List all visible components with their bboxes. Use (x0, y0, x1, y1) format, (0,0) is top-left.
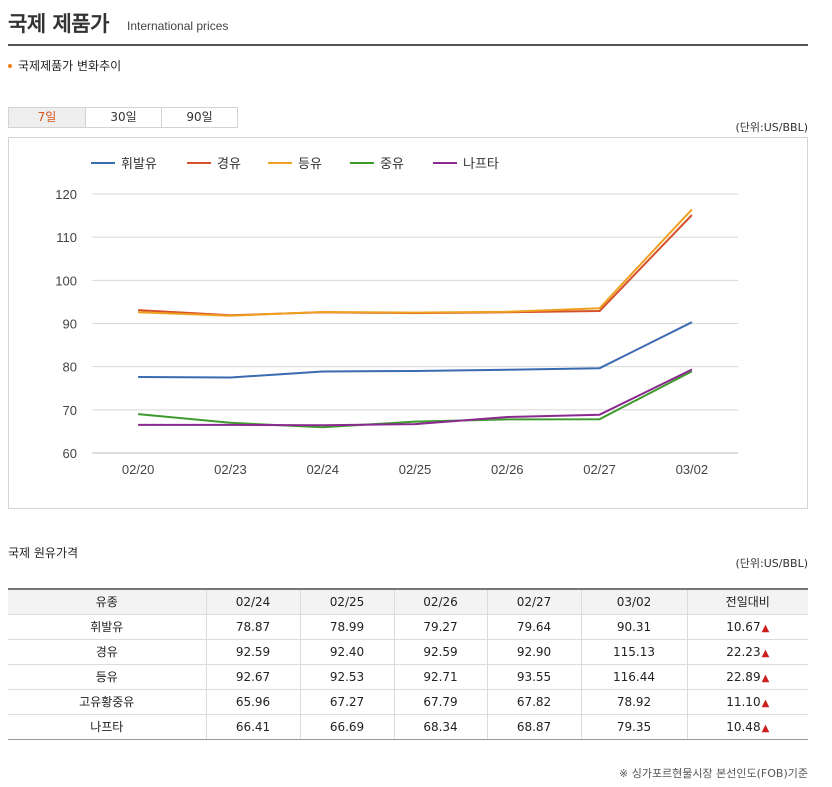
legend-label: 등유 (298, 157, 322, 172)
table-row: 고유황중유 65.96 67.27 67.79 67.82 78.92 11.1… (8, 689, 808, 715)
cell-price: 78.87 (205, 614, 300, 640)
series-line (138, 208, 693, 317)
table-row: 등유 92.67 92.53 92.71 93.55 116.44 22.89▲ (8, 664, 808, 690)
legend-label: 나프타 (463, 157, 499, 172)
series-line (138, 368, 693, 427)
up-arrow-icon: ▲ (761, 722, 770, 734)
cell-price: 65.96 (205, 689, 300, 715)
y-tick-label: 100 (55, 273, 77, 288)
cell-price: 78.92 (580, 689, 687, 715)
table-row: 나프타 66.41 66.69 68.34 68.87 79.35 10.48▲ (8, 714, 808, 740)
change-value: 11.10 (726, 694, 761, 709)
x-tick-label: 02/20 (122, 462, 155, 477)
cell-price: 92.67 (205, 664, 300, 690)
header-date: 02/27 (486, 588, 581, 615)
series-line (138, 321, 693, 379)
table-row: 휘발유 78.87 78.99 79.27 79.64 90.31 10.67▲ (8, 614, 808, 640)
legend-label: 중유 (380, 157, 404, 172)
y-tick-label: 70 (63, 403, 77, 418)
cell-price: 116.44 (580, 664, 687, 690)
table-unit-label: (단위:US/BBL) (735, 557, 809, 570)
change-value: 22.89 (726, 669, 761, 684)
cell-price: 92.59 (205, 639, 300, 665)
cell-change: 11.10▲ (686, 689, 808, 715)
period-tabs: 7일 30일 90일 (8, 107, 238, 128)
cell-price: 92.90 (486, 639, 581, 665)
header-date: 02/25 (299, 588, 394, 615)
cell-price: 67.79 (393, 689, 487, 715)
cell-price: 66.69 (299, 714, 394, 740)
up-arrow-icon: ▲ (761, 622, 770, 634)
row-oil-name: 휘발유 (8, 614, 206, 640)
page-title: 국제 제품가 (8, 12, 109, 36)
header-date: 02/24 (205, 588, 300, 615)
cell-price: 92.53 (299, 664, 394, 690)
crude-price-table: 유종 02/24 02/25 02/26 02/27 03/02 전일대비 휘발… (8, 588, 808, 740)
page-subtitle: International prices (127, 19, 229, 33)
chart-svg: 60 70 80 90 100 110 120 02/20 02/23 02/24 02/25 02/… (55, 157, 738, 477)
cell-change: 10.48▲ (686, 714, 808, 740)
x-tick-label: 02/26 (491, 462, 524, 477)
change-value: 10.48 (726, 719, 761, 734)
cell-price: 79.27 (393, 614, 487, 640)
cell-price: 68.34 (393, 714, 487, 740)
cell-price: 79.64 (486, 614, 581, 640)
y-tick-label: 80 (63, 360, 77, 375)
header-change: 전일대비 (686, 588, 808, 615)
cell-change: 10.67▲ (686, 614, 808, 640)
header-oil-type: 유종 (8, 588, 206, 615)
table-header-row: 유종 02/24 02/25 02/26 02/27 03/02 전일대비 (8, 588, 808, 615)
series-line (138, 370, 693, 429)
section-label: 국제제품가 변화추이 (8, 57, 121, 74)
y-tick-label: 60 (63, 446, 77, 461)
cell-price: 67.27 (299, 689, 394, 715)
legend-label: 경유 (217, 157, 241, 172)
x-tick-label: 02/23 (214, 462, 247, 477)
cell-price: 67.82 (486, 689, 581, 715)
header-date: 03/02 (580, 588, 687, 615)
price-trend-chart: 60 70 80 90 100 110 120 02/20 02/23 02/24 02/25 02/… (8, 137, 808, 509)
x-tick-label: 02/27 (583, 462, 616, 477)
table-row: 경유 92.59 92.40 92.59 92.90 115.13 22.23▲ (8, 639, 808, 665)
cell-price: 92.40 (299, 639, 394, 665)
x-tick-label: 02/24 (306, 462, 339, 477)
series-line (138, 214, 693, 317)
chart-unit-label: (단위:US/BBL) (735, 121, 809, 134)
y-tick-label: 90 (63, 317, 77, 332)
tab-90-days[interactable]: 90일 (161, 108, 237, 127)
y-tick-label: 120 (55, 187, 77, 202)
y-tick-label: 110 (56, 230, 77, 245)
legend-label: 휘발유 (121, 157, 157, 172)
row-oil-name: 등유 (8, 664, 206, 690)
cell-price: 68.87 (486, 714, 581, 740)
change-value: 22.23 (726, 644, 761, 659)
footnote: ※ 싱가포르현물시장 본선인도(FOB)기준 (618, 767, 808, 780)
bullet-icon (8, 63, 12, 68)
cell-price: 115.13 (580, 639, 687, 665)
section-label-text: 국제제품가 변화추이 (18, 59, 122, 73)
row-oil-name: 고유황중유 (8, 689, 206, 715)
change-value: 10.67 (726, 619, 761, 634)
page-header: 국제 제품가 International prices (8, 6, 808, 46)
cell-change: 22.89▲ (686, 664, 808, 690)
cell-price: 92.59 (393, 639, 487, 665)
tab-7-days[interactable]: 7일 (9, 108, 85, 127)
up-arrow-icon: ▲ (761, 647, 770, 659)
cell-price: 66.41 (205, 714, 300, 740)
row-oil-name: 경유 (8, 639, 206, 665)
cell-price: 90.31 (580, 614, 687, 640)
x-tick-label: 02/25 (399, 462, 432, 477)
x-tick-label: 03/02 (676, 462, 709, 477)
cell-price: 78.99 (299, 614, 394, 640)
cell-price: 79.35 (580, 714, 687, 740)
cell-price: 93.55 (486, 664, 581, 690)
up-arrow-icon: ▲ (761, 672, 770, 684)
tab-30-days[interactable]: 30일 (85, 108, 161, 127)
cell-change: 22.23▲ (686, 639, 808, 665)
table-title: 국제 원유가격 (8, 546, 79, 560)
cell-price: 92.71 (393, 664, 487, 690)
up-arrow-icon: ▲ (761, 697, 770, 709)
header-date: 02/26 (393, 588, 487, 615)
row-oil-name: 나프타 (8, 714, 206, 740)
